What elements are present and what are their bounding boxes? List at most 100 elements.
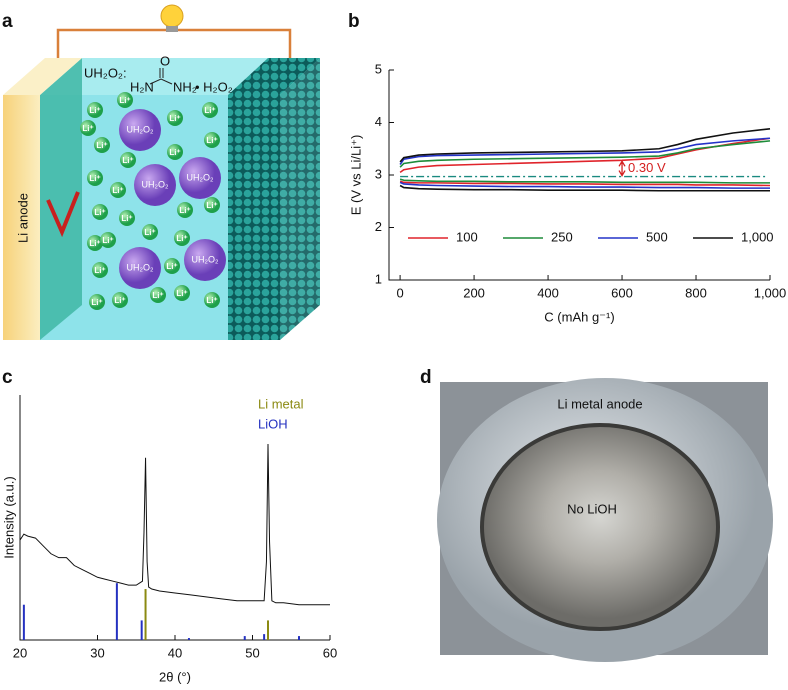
li-ion — [119, 210, 135, 226]
li-ion — [110, 182, 126, 198]
anode-side — [40, 58, 82, 340]
li-ion-label: Li⁺ — [169, 148, 180, 157]
x-tick-label: 1,000 — [754, 285, 787, 300]
discharge-curve — [399, 180, 771, 187]
legend-label: 500 — [646, 229, 668, 244]
legend-label: LiOH — [258, 416, 288, 431]
y-axis-label: E (V vs Li/Li⁺) — [348, 135, 363, 216]
li-ion — [167, 144, 183, 160]
annotation-arrow — [618, 160, 626, 177]
li-ion — [92, 204, 108, 220]
panel-label: c — [2, 367, 13, 388]
x-tick-label: 20 — [13, 645, 27, 660]
molecule-label: UH₂O₂ — [187, 172, 214, 182]
x-tick-label: 800 — [685, 285, 707, 300]
bulb-base — [166, 26, 178, 32]
wire — [56, 28, 292, 58]
li-ion-label: Li⁺ — [166, 262, 177, 271]
y-tick-label: 5 — [375, 61, 382, 76]
li-ion-label: Li⁺ — [94, 208, 105, 217]
panel-label: a — [2, 11, 13, 32]
discharge-curve — [399, 178, 770, 184]
li-ion — [120, 152, 136, 168]
li-ion — [142, 224, 158, 240]
li-ion-label: Li⁺ — [206, 296, 217, 305]
x-tick-label: 600 — [611, 285, 633, 300]
li-ion-label: Li⁺ — [89, 106, 100, 115]
li-ion-label: Li⁺ — [204, 106, 215, 115]
li-ion-label: Li⁺ — [102, 236, 113, 245]
legend-label: 1,000 — [741, 229, 774, 244]
li-ion-label: Li⁺ — [119, 96, 130, 105]
x-tick-label: 400 — [537, 285, 559, 300]
li-ion — [100, 232, 116, 248]
li-ion-label: Li⁺ — [96, 141, 107, 150]
x-tick-label: 30 — [90, 645, 104, 660]
cathode-side — [280, 58, 320, 340]
li-ion — [117, 92, 133, 108]
li-ion-label: Li⁺ — [206, 201, 217, 210]
formula-bonds — [149, 68, 173, 85]
y-tick-label: 1 — [375, 271, 382, 286]
axis — [388, 70, 770, 281]
y-tick-label: 3 — [375, 166, 382, 181]
panel-a: Li anode UH₂O₂: O H₂N NH₂ • H₂O₂ UH₂O₂ UH… — [3, 4, 320, 340]
anode-label: Li anode — [15, 193, 30, 243]
li-ion — [202, 102, 218, 118]
li-ion-label: Li⁺ — [206, 136, 217, 145]
li-ion — [150, 287, 166, 303]
photo-inner-label: No LiOH — [567, 501, 617, 516]
li-ion-label: Li⁺ — [121, 214, 132, 223]
li-ion-label: Li⁺ — [82, 124, 93, 133]
molecule-label: UH₂O₂ — [127, 124, 154, 134]
formula-nh2: NH₂ — [173, 79, 197, 94]
li-ion-label: Li⁺ — [144, 228, 155, 237]
y-tick-label: 2 — [375, 219, 382, 234]
molecule — [119, 247, 161, 289]
molecule — [119, 109, 161, 151]
panel-label: d — [420, 367, 432, 388]
molecule — [179, 157, 221, 199]
li-ion-label: Li⁺ — [112, 186, 123, 195]
li-ion — [174, 230, 190, 246]
anode-top — [3, 58, 82, 95]
discharge-curve — [399, 184, 770, 192]
li-ion — [177, 202, 193, 218]
x-tick-label: 0 — [396, 285, 403, 300]
legend-label: 100 — [456, 229, 478, 244]
li-ion-label: Li⁺ — [179, 206, 190, 215]
li-ion — [92, 262, 108, 278]
li-ion — [167, 110, 183, 126]
legend-label: 250 — [551, 229, 573, 244]
panel-label: b — [348, 11, 360, 32]
photo-outer-label: Li metal anode — [557, 396, 642, 411]
bulb — [160, 4, 184, 28]
discharge-curve — [399, 181, 770, 189]
charge-curve — [399, 128, 771, 163]
formula-h2o2: • H₂O₂ — [195, 79, 233, 94]
li-ion — [89, 294, 105, 310]
li-ion-label: Li⁺ — [122, 156, 133, 165]
li-ion-label: Li⁺ — [94, 266, 105, 275]
formula-o: O — [160, 53, 170, 68]
li-ion — [112, 292, 128, 308]
li-ion — [174, 285, 190, 301]
charge-curve — [399, 140, 771, 168]
x-tick-label: 60 — [323, 645, 337, 660]
li-ion-label: Li⁺ — [114, 296, 125, 305]
li-ion-label: Li⁺ — [89, 239, 100, 248]
annotation: 0.30 V — [628, 160, 666, 175]
pattern-line — [19, 443, 330, 606]
li-ion — [164, 258, 180, 274]
formula-label: UH₂O₂: — [84, 65, 127, 80]
li-ion-label: Li⁺ — [89, 174, 100, 183]
li-ion — [204, 132, 220, 148]
li-ion-label: Li⁺ — [91, 298, 102, 307]
inner-region — [480, 423, 720, 631]
li-ion — [87, 102, 103, 118]
cathode-front — [228, 95, 280, 340]
molecule-label: UH₂O₂ — [192, 254, 219, 264]
x-tick-label: 200 — [463, 285, 485, 300]
molecule-label: UH₂O₂ — [142, 179, 169, 189]
